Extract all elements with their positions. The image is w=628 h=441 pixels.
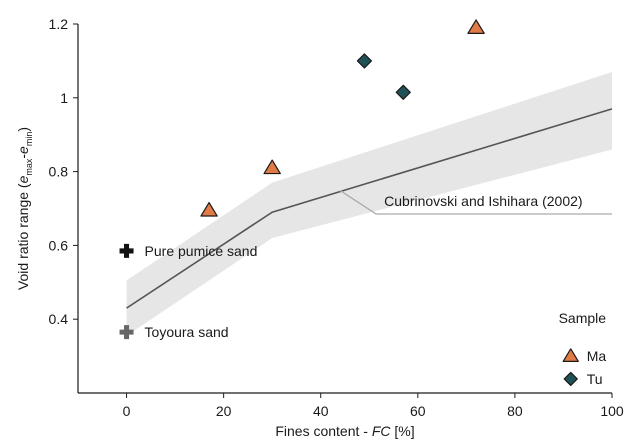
legend-label-ma: Ma — [587, 348, 607, 364]
y-axis-title-sub-min: min — [24, 132, 34, 147]
y-axis-title-prefix: Void ratio range ( — [15, 183, 31, 290]
reference-label-pure-pumice-sand: Pure pumice sand — [145, 243, 258, 259]
reference-point-toyoura-sand — [119, 325, 134, 340]
data-point-tu — [395, 84, 411, 100]
y-tick-label: 0.6 — [49, 237, 69, 253]
x-tick-label: 0 — [123, 403, 131, 419]
confidence-band — [126, 71, 612, 336]
confidence-band-layer — [126, 71, 612, 336]
x-tick-label: 40 — [313, 403, 329, 419]
trend-line — [126, 108, 613, 309]
y-axis-title-e1: e — [15, 175, 31, 183]
data-point-ma — [467, 19, 485, 34]
data-point-ma — [200, 201, 218, 217]
trend-callout: Cubrinovski and Ishihara (2002) — [339, 189, 612, 215]
axes — [77, 24, 612, 394]
y-axis-title-dash: - — [15, 154, 31, 159]
x-tick-label: 60 — [410, 403, 426, 419]
y-tick-label: 0.8 — [49, 164, 69, 180]
x-axis-title-suffix: [%] — [391, 423, 415, 439]
reference-label-toyoura-sand: Toyoura sand — [145, 324, 229, 340]
y-axis-title-e2: e — [15, 146, 31, 154]
data-point-tu — [356, 53, 373, 69]
legend: Sample Ma Tu — [559, 310, 607, 387]
x-tick-label: 100 — [600, 403, 624, 419]
legend-label-tu: Tu — [587, 371, 603, 387]
y-axis-title-sub-max: max — [24, 158, 34, 176]
x-tick-label: 20 — [216, 403, 232, 419]
reference-point-pure-pumice-sand — [119, 243, 134, 258]
trend-line-layer — [126, 108, 613, 309]
y-tick-label: 1 — [60, 90, 68, 106]
y-tick-label: 1.2 — [49, 16, 69, 32]
data-markers-layer — [200, 19, 485, 217]
callout-leader-line — [339, 189, 612, 215]
y-axis-title: Void ratio range (emax-emin) — [15, 127, 34, 290]
x-ticks: 0 20 40 60 80 100 — [123, 393, 624, 419]
y-axis-title-suffix: ) — [15, 127, 31, 132]
reference-points-layer: Pure pumice sand Toyoura sand — [119, 243, 258, 340]
data-point-ma — [263, 159, 281, 175]
y-tick-label: 0.4 — [49, 311, 69, 327]
legend-marker-tu — [563, 371, 578, 387]
x-axis-title-prefix: Fines content - — [275, 423, 372, 439]
y-ticks: 0.4 0.6 0.8 1 1.2 — [49, 16, 78, 327]
legend-title: Sample — [559, 310, 607, 326]
x-tick-label: 80 — [507, 403, 523, 419]
legend-marker-ma — [562, 348, 579, 362]
trend-line-label: Cubrinovski and Ishihara (2002) — [384, 193, 582, 209]
x-axis-title: Fines content - FC [%] — [275, 423, 414, 439]
x-axis-title-variable: FC — [372, 423, 392, 439]
